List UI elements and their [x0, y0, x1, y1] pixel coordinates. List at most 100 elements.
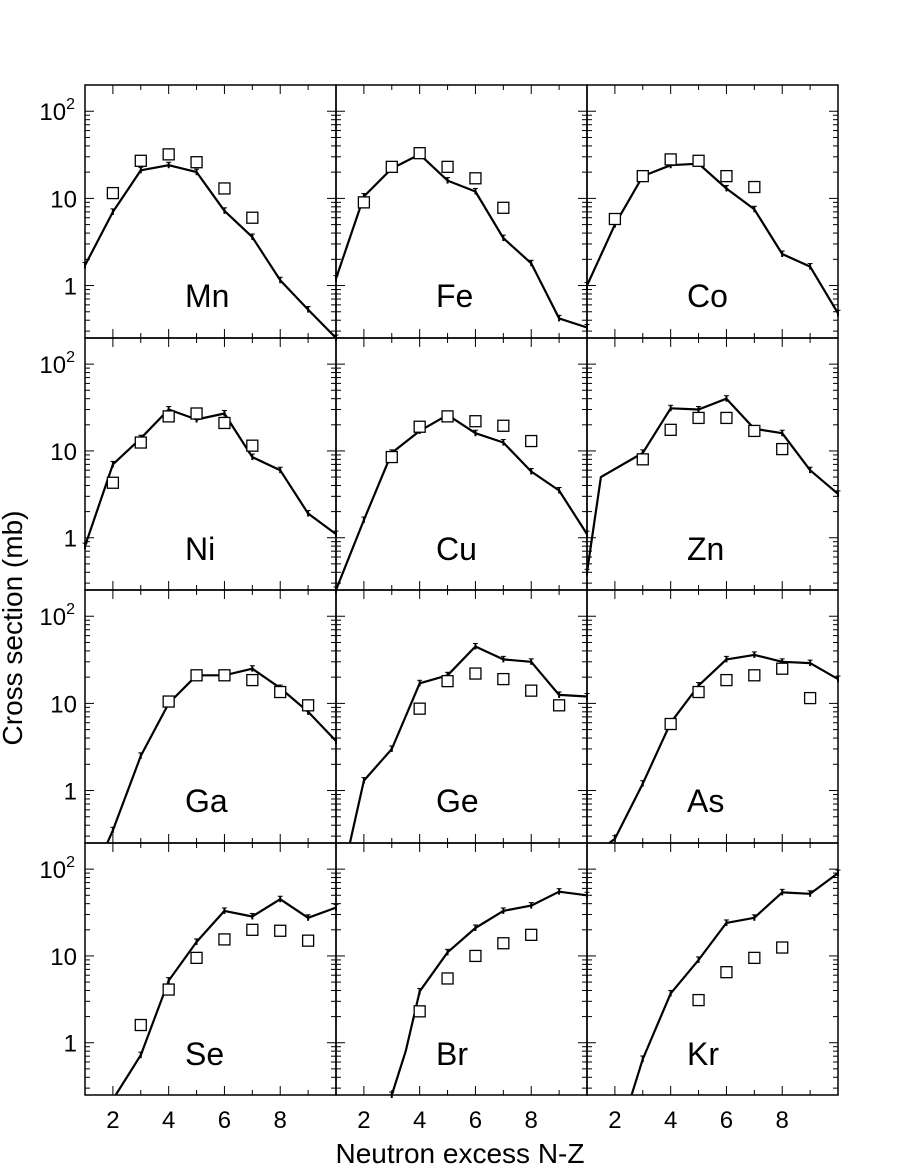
data-point-square — [413, 1005, 426, 1018]
panel-zn: Zn — [584, 337, 841, 591]
panel-as: As — [586, 589, 841, 844]
data-point-square — [720, 169, 733, 183]
data-point-square — [469, 415, 482, 428]
data-point-square — [134, 436, 147, 449]
data-point-square — [748, 424, 761, 438]
data-point-square — [720, 966, 733, 979]
y-tick-label: 1 — [64, 526, 77, 553]
data-point-square — [134, 154, 147, 167]
data-point-square — [106, 186, 120, 200]
panel-kr: Kr 2 4 6 8 — [586, 842, 841, 1134]
data-point-square — [692, 154, 705, 167]
model-line — [390, 890, 587, 1095]
data-point-square — [274, 924, 287, 937]
data-point-square — [441, 674, 454, 688]
panel-fe: Fe — [333, 84, 590, 339]
data-point-square — [441, 972, 454, 985]
data-point-square — [552, 699, 566, 712]
data-point-square — [748, 669, 761, 682]
x-tick-label: 6 — [469, 1107, 482, 1134]
panel-mn: Mn 1 10 102 — [39, 84, 339, 341]
data-point-square — [525, 434, 538, 448]
data-point-square — [636, 169, 649, 183]
element-label: Ge — [436, 783, 479, 819]
element-label: Fe — [436, 278, 473, 314]
data-point-square — [413, 147, 426, 160]
x-axis-label: Neutron excess N-Z — [336, 1138, 585, 1169]
x-tick-label: 4 — [664, 1107, 677, 1134]
data-point-square — [134, 1018, 147, 1032]
data-point-square — [162, 148, 175, 161]
data-point-square — [246, 673, 259, 687]
element-label: Zn — [687, 531, 724, 567]
data-point-square — [497, 937, 510, 950]
model-line — [85, 408, 336, 547]
data-point-square — [748, 180, 761, 194]
data-point-square — [664, 153, 677, 166]
data-point-square — [301, 934, 315, 947]
panel-cu: Cu — [333, 337, 590, 593]
data-point-square — [692, 993, 705, 1007]
x-tick-label: 8 — [525, 1107, 538, 1134]
data-point-square — [720, 411, 733, 425]
y-tick-label: 1 — [64, 779, 77, 806]
element-label: Se — [185, 1036, 224, 1072]
y-tick-label: 102 — [39, 601, 75, 631]
data-point-square — [692, 411, 705, 425]
model-line — [587, 162, 838, 314]
y-tick-label: 1 — [64, 1031, 77, 1058]
data-point-square — [190, 407, 203, 420]
data-point-square — [776, 662, 789, 675]
data-point-square — [469, 949, 482, 963]
model-line — [85, 164, 336, 338]
y-tick-label: 10 — [50, 186, 77, 213]
element-label: Co — [687, 278, 728, 314]
data-point-square — [776, 941, 789, 954]
element-label: Ni — [185, 531, 215, 567]
y-tick-label: 102 — [39, 349, 75, 379]
data-point-square — [246, 923, 259, 936]
element-label: Br — [436, 1036, 468, 1072]
x-tick-label: 2 — [608, 1107, 621, 1134]
data-point-square — [664, 423, 677, 436]
panel-ni: Ni 1 10 102 — [39, 337, 339, 591]
data-point-square — [525, 684, 538, 697]
data-point-square — [441, 410, 454, 423]
y-tick-label: 10 — [50, 691, 77, 718]
data-point-square — [106, 476, 120, 489]
data-point-square — [218, 182, 231, 195]
data-point-square — [246, 439, 259, 452]
model-line — [608, 653, 838, 843]
data-point-square — [162, 410, 175, 423]
x-tick-label: 8 — [274, 1107, 287, 1134]
data-point-square — [469, 667, 482, 680]
panel-br: Br 2 4 6 8 — [335, 842, 590, 1134]
data-point-square — [385, 450, 398, 464]
data-point-square — [190, 156, 203, 169]
data-point-square — [218, 669, 231, 682]
panel-ga: Ga 1 10 102 — [39, 589, 339, 844]
data-point-square — [413, 420, 426, 433]
data-point-square — [413, 702, 426, 715]
data-point-square — [664, 717, 677, 731]
y-tick-label: 102 — [39, 96, 75, 126]
element-label: Ga — [185, 783, 228, 819]
data-point-square — [803, 691, 817, 705]
x-tick-label: 2 — [106, 1107, 119, 1134]
data-point-square — [636, 453, 649, 466]
data-point-square — [218, 416, 231, 430]
panel-frame — [586, 842, 839, 1096]
data-point-square — [441, 160, 454, 174]
panel-se: Se 1 10 102 2 4 6 8 — [39, 842, 339, 1134]
x-tick-label: 8 — [776, 1107, 789, 1134]
data-point-square — [274, 685, 287, 699]
x-tick-label: 6 — [218, 1107, 231, 1134]
data-point-square — [525, 928, 538, 941]
y-tick-label: 10 — [50, 439, 77, 466]
data-point-square — [190, 669, 203, 682]
y-tick-label: 1 — [64, 274, 77, 301]
data-point-square — [469, 172, 482, 185]
x-tick-label: 4 — [413, 1107, 426, 1134]
element-label: Mn — [185, 278, 229, 314]
